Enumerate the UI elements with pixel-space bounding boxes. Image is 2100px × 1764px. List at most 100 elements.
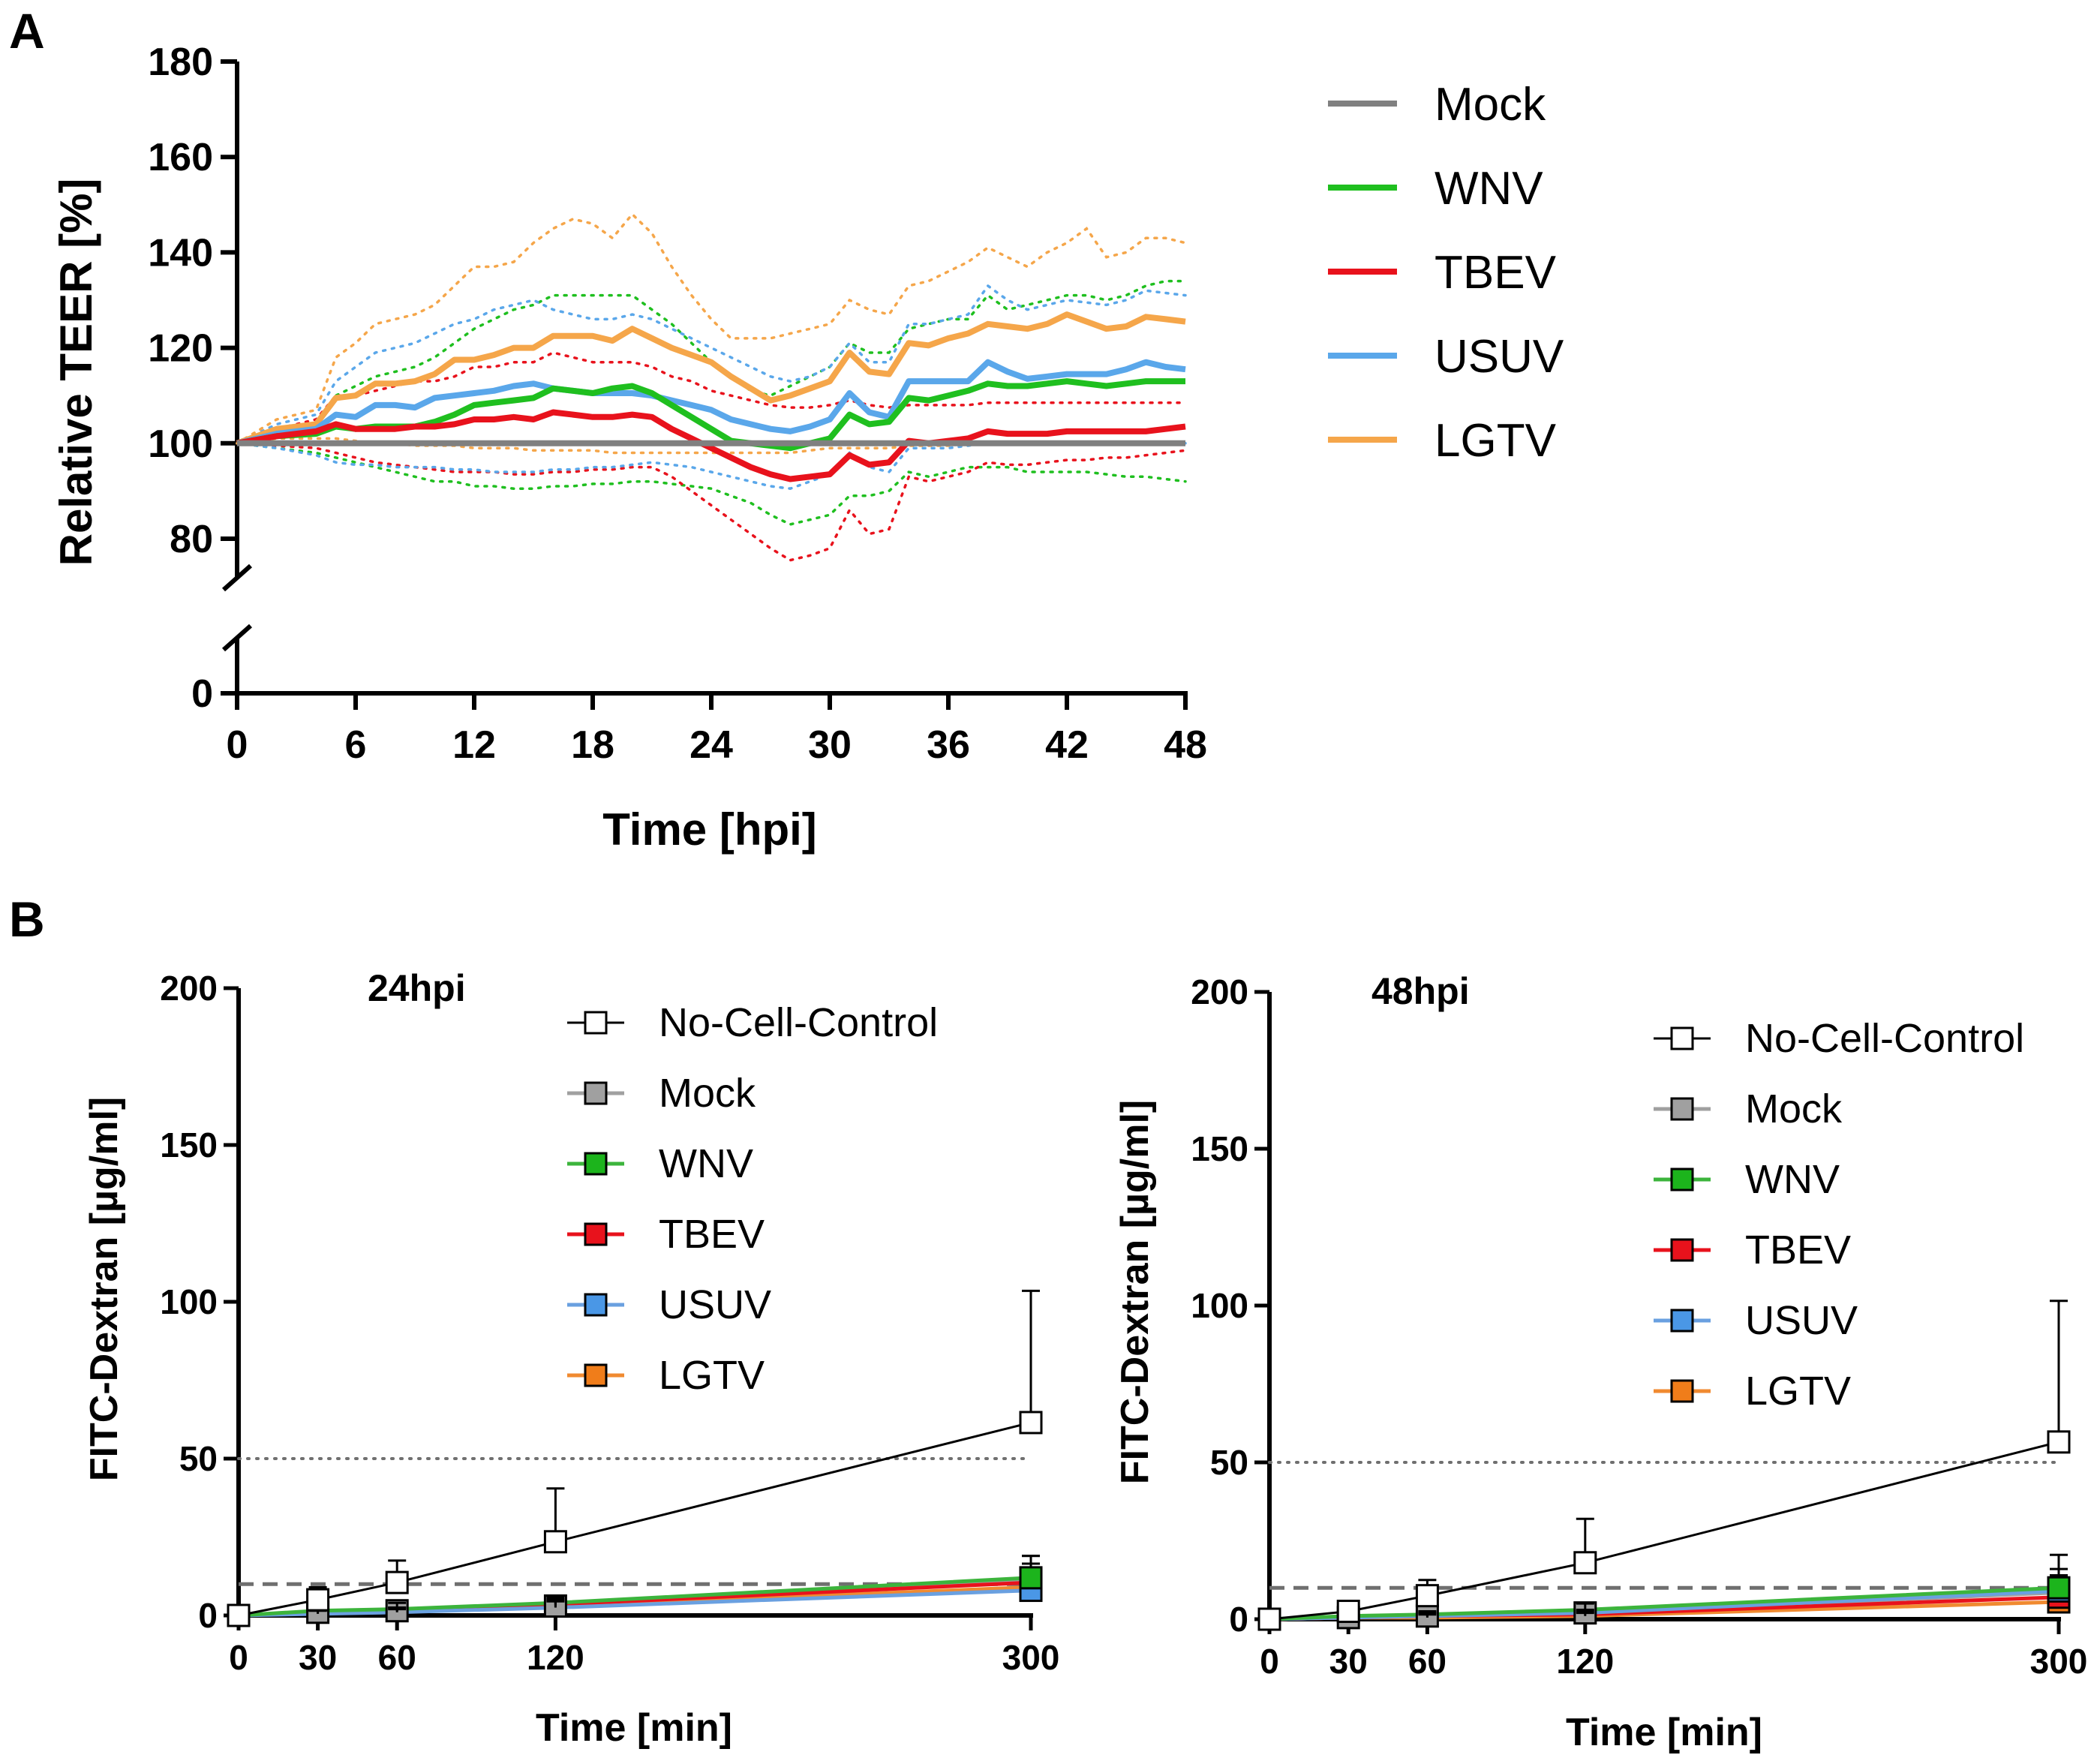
panel-a-tbev-lower-sd [236, 442, 1187, 562]
panel-b-48hpi-legend-marker-mock [1670, 1097, 1694, 1121]
panel-a-tbev-mean-line [236, 409, 1186, 482]
panel-a-lgtv-mean-line [236, 311, 1186, 446]
panel-b-48hpi-legend-marker-tbev [1670, 1238, 1694, 1262]
panel-b-24hpi-no-cell-control-point [543, 1530, 567, 1554]
panel-b-24hpi-y-tick-label: 150 [160, 1125, 218, 1164]
panel-b-24hpi-legend-label-tbev: TBEV [659, 1212, 765, 1257]
panel-b-24hpi-x-tick-label: 60 [378, 1638, 416, 1677]
panel-a-legend-label-tbev: TBEV [1435, 247, 1557, 299]
panel-b-24hpi-legend-label-no-cell-control: No-Cell-Control [659, 1000, 938, 1045]
panel-b-48hpi-legend-marker-lgtv [1670, 1379, 1694, 1403]
panel-a-tbev-upper-sd [236, 351, 1187, 445]
panel-b-24hpi-xlabel: Time [min] [536, 1706, 732, 1750]
panel-a-x-tick-label: 6 [345, 723, 367, 767]
panel-b-24hpi-legend-label-wnv: WNV [659, 1141, 753, 1186]
panel-b-24hpi-legend-label-lgtv: LGTV [659, 1353, 765, 1398]
panel-b-letter: B [9, 891, 45, 947]
panel-b-48hpi-legend: No-Cell-Control Mock WNV TBEV USUV LGTV [1654, 1016, 2024, 1414]
panel-b-24hpi-legend-label-mock: Mock [659, 1071, 756, 1116]
panel-a-legend: Mock WNV TBEV USUV LGTV [1328, 79, 1564, 467]
panel-b-48hpi-legend-label-wnv: WNV [1745, 1157, 1840, 1202]
panel-b-24hpi-y-tick-label: 100 [160, 1282, 218, 1321]
panel-b-48hpi-data [1257, 1300, 2071, 1631]
panel-a-legend-label-mock: Mock [1435, 79, 1546, 131]
panel-a-wnv-lower-sd [236, 442, 1187, 526]
panel-b-48hpi-x-tick-label: 300 [2030, 1642, 2088, 1681]
panel-b-48hpi-x-tick-label: 0 [1260, 1642, 1279, 1681]
panel-b-48hpi-legend-marker-usuv [1670, 1309, 1694, 1333]
panel-b-48hpi-legend-marker-no-cell-control [1670, 1026, 1694, 1050]
panel-a-legend-label-usuv: USUV [1435, 331, 1564, 383]
panel-b-24hpi-legend-marker-mock [584, 1081, 608, 1105]
panel-b-48hpi-no-cell-control-point [1415, 1584, 1439, 1608]
panel-b-48hpi-xlabel: Time [min] [1566, 1711, 1762, 1754]
panel-b-48hpi-chart: 0 50 100 150 200 0 30 60 120 300 No-Cell-Control M… [1113, 970, 2087, 1754]
panel-b-48hpi-no-cell-control-point [1336, 1600, 1360, 1624]
panel-a-y-tick-label: 160 [148, 136, 213, 179]
panel-b-48hpi-no-cell-control-point [1573, 1551, 1597, 1575]
panel-b-48hpi-legend-label-no-cell-control: No-Cell-Control [1745, 1016, 2024, 1061]
panel-b-48hpi-wnv-point [2047, 1576, 2071, 1600]
panel-b-48hpi-no-cell-control-point [2047, 1430, 2071, 1454]
panel-a-axis-break-lower [222, 624, 252, 652]
panel-b-48hpi-legend-label-tbev: TBEV [1745, 1228, 1851, 1273]
panel-a-usuv-upper-sd [236, 284, 1187, 445]
panel-a-x-tick-label: 12 [452, 723, 496, 767]
panel-b-24hpi-legend-marker-tbev [584, 1222, 608, 1246]
panel-b-48hpi-x-tick-label: 60 [1408, 1642, 1447, 1681]
panel-a-chart: 0 80 100 120 140 160 180 0 6 12 18 24 30 36 42 48 Mock W… [51, 41, 1564, 855]
panel-a-y-tick-label: 120 [148, 327, 213, 371]
panel-b-48hpi-x-tick-label: 120 [1556, 1642, 1614, 1681]
panel-b-24hpi-title: 24hpi [368, 967, 466, 1009]
panel-a-wnv-upper-sd [236, 279, 1187, 445]
panel-b-48hpi-y-tick-label: 150 [1191, 1129, 1248, 1168]
panel-b-48hpi-legend-label-usuv: USUV [1745, 1298, 1858, 1343]
panel-a-usuv-mean-line [236, 359, 1186, 446]
panel-b-48hpi-y-tick-label: 100 [1191, 1286, 1248, 1325]
panel-b-24hpi-data [227, 1289, 1043, 1627]
panel-a-y-tick-label: 140 [148, 231, 213, 275]
panel-b-48hpi-ylabel: FITC-Dextran [µg/ml] [1113, 1100, 1157, 1484]
panel-b-24hpi-axes: 0 50 100 150 200 0 30 60 120 300 [160, 969, 1059, 1677]
panel-a-ylabel: Relative TEER [%] [51, 179, 101, 566]
panel-b-24hpi-chart: 0 50 100 150 200 0 30 60 120 300 No-Cell-Control M… [83, 967, 1059, 1750]
panel-a-xlabel: Time [hpi] [602, 804, 817, 855]
panel-b-24hpi-no-cell-control-point [227, 1603, 251, 1627]
panel-b-48hpi-y-tick-label: 200 [1191, 972, 1248, 1011]
panel-b-24hpi-x-tick-label: 300 [1002, 1638, 1060, 1677]
panel-b-24hpi-wnv-point [1019, 1566, 1043, 1590]
panel-a-x-tick-label: 42 [1045, 723, 1089, 767]
panel-a-letter: A [9, 3, 45, 59]
panel-a-x-tick-label: 18 [571, 723, 614, 767]
panel-a-legend-label-wnv: WNV [1435, 163, 1543, 215]
panel-b-24hpi-y-tick-label: 0 [198, 1596, 218, 1635]
panel-a-y-tick-label: 180 [148, 41, 213, 84]
panel-b-48hpi-legend-marker-wnv [1670, 1167, 1694, 1192]
panel-b-24hpi-legend-marker-wnv [584, 1152, 608, 1176]
panel-b-48hpi-no-cell-control-point [1257, 1607, 1281, 1631]
panel-a-lgtv-upper-sd [236, 212, 1187, 445]
panel-a-mean-lines [236, 311, 1186, 482]
panel-a-y-tick-label: 100 [148, 422, 213, 466]
panel-b-24hpi-no-cell-control-point [385, 1570, 409, 1594]
panel-a-y-tick-label: 0 [191, 672, 213, 716]
panel-b-24hpi-x-tick-label: 30 [299, 1638, 337, 1677]
panel-b-24hpi-y-tick-label: 200 [160, 969, 218, 1008]
panel-b-24hpi-no-cell-control-point [1019, 1411, 1043, 1435]
panel-a-legend-label-lgtv: LGTV [1435, 415, 1557, 467]
panel-b-24hpi-x-tick-label: 120 [527, 1638, 584, 1677]
panel-b-48hpi-axes: 0 50 100 150 200 0 30 60 120 300 [1191, 972, 2087, 1681]
panel-a-axis-break-upper [222, 563, 252, 592]
panel-a-sd-bands [236, 212, 1187, 562]
panel-b-24hpi-no-cell-control-point [306, 1588, 330, 1612]
panel-b-24hpi-legend-marker-usuv [584, 1293, 608, 1317]
panel-b-48hpi-legend-label-mock: Mock [1745, 1086, 1843, 1131]
panel-b-24hpi-y-tick-label: 50 [179, 1439, 218, 1478]
panel-b-24hpi-legend-marker-no-cell-control [584, 1011, 608, 1035]
panel-b-48hpi-y-tick-label: 50 [1210, 1443, 1248, 1482]
panel-b-24hpi-legend: No-Cell-Control Mock WNV TBEV USUV LGTV [567, 1000, 938, 1398]
panel-a-x-tick-label: 48 [1164, 723, 1207, 767]
panel-a-x-tick-label: 30 [808, 723, 852, 767]
panel-a-axes: 0 80 100 120 140 160 180 0 6 12 18 24 30 36 42 48 [148, 41, 1207, 767]
panel-a-y-tick-label: 80 [170, 518, 213, 561]
